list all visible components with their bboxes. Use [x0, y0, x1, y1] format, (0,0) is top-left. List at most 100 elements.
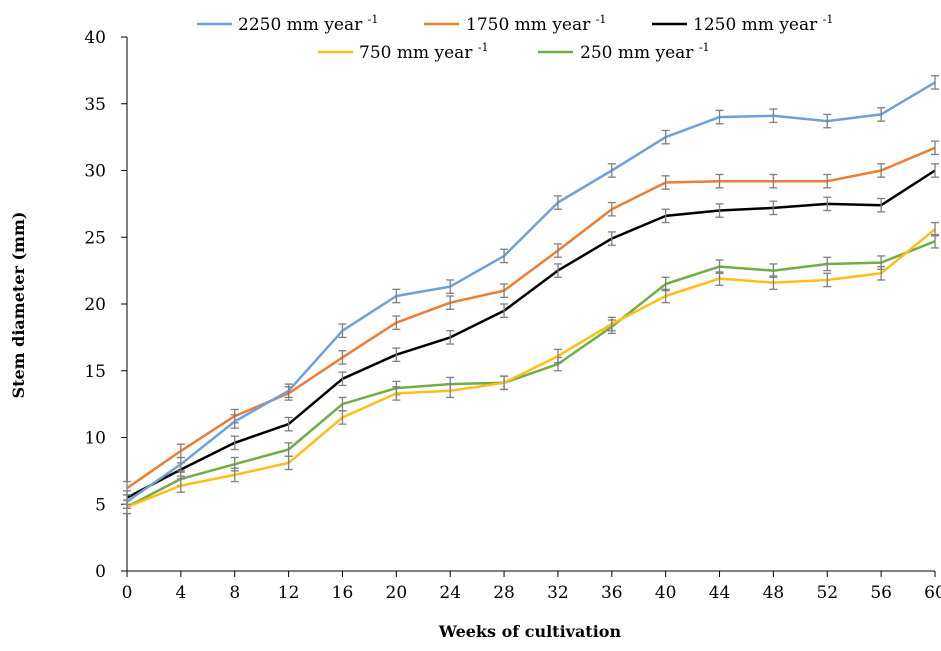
error-bar: [284, 416, 293, 432]
series-1750: [123, 140, 939, 496]
error-bar: [823, 173, 832, 189]
x-tick-label: 56: [870, 583, 892, 603]
x-tick-label: 28: [493, 583, 515, 603]
error-bar: [553, 195, 562, 210]
x-tick-label: 24: [439, 583, 461, 603]
error-bar: [338, 350, 347, 365]
error-bar: [123, 480, 131, 496]
y-tick-label: 35: [84, 95, 106, 115]
x-tick-label: 40: [655, 583, 677, 603]
x-tick-label: 44: [709, 583, 731, 603]
error-bar: [500, 248, 509, 264]
legend-item-2250: 2250 mm year -1: [197, 13, 378, 35]
y-tick-label: 20: [84, 295, 106, 315]
error-bar: [607, 163, 616, 178]
error-bar: [176, 443, 185, 459]
x-tick-label: 48: [763, 583, 785, 603]
error-bar: [823, 256, 832, 272]
error-bar: [715, 203, 724, 218]
x-tick-label: 4: [175, 583, 186, 603]
error-bar: [500, 283, 509, 298]
error-bar: [338, 371, 347, 387]
error-bar: [931, 75, 939, 90]
error-bar: [176, 456, 185, 472]
error-bar: [823, 272, 832, 288]
error-bar: [823, 113, 832, 129]
error-bar: [284, 383, 293, 399]
error-bar: [877, 163, 886, 178]
error-bar: [877, 265, 886, 281]
error-bar: [607, 231, 616, 246]
legend-label-1750: 1750 mm year -1: [466, 13, 606, 35]
error-bar: [338, 323, 347, 339]
error-bar: [230, 435, 239, 451]
x-tick-label: 0: [122, 583, 133, 603]
x-tick-label: 36: [601, 583, 623, 603]
error-bar: [446, 383, 455, 399]
y-tick-label: 10: [84, 429, 106, 449]
x-tick-label: 60: [924, 583, 941, 603]
x-tick-label: 8: [229, 583, 240, 603]
error-bar: [769, 200, 778, 216]
legend-label-2250: 2250 mm year -1: [238, 13, 378, 35]
error-bar: [769, 173, 778, 189]
legend-label-250: 250 mm year -1: [580, 41, 710, 63]
error-bar: [661, 175, 670, 190]
legend-item-1250: 1250 mm year -1: [652, 13, 833, 35]
error-bar: [176, 478, 185, 493]
error-bar: [446, 295, 455, 310]
error-bar: [607, 201, 616, 217]
error-bar: [769, 275, 778, 290]
legend-item-250: 250 mm year -1: [538, 41, 710, 63]
x-tick-label: 12: [278, 583, 300, 603]
error-bar: [123, 494, 131, 509]
error-bar: [931, 163, 939, 178]
error-bar: [661, 288, 670, 304]
y-tick-label: 40: [84, 28, 106, 48]
error-bar: [553, 243, 562, 258]
error-bar: [338, 410, 347, 425]
legend: 2250 mm year -1 1750 mm year -1 1250 mm …: [197, 13, 833, 63]
error-bar: [769, 108, 778, 124]
error-bar: [715, 109, 724, 125]
error-bar: [500, 375, 509, 391]
error-bar: [446, 330, 455, 345]
error-bar: [715, 173, 724, 189]
error-bar: [553, 348, 562, 364]
x-tick-label: 32: [547, 583, 569, 603]
legend-label-1250: 1250 mm year -1: [693, 13, 833, 35]
error-bar: [392, 288, 401, 304]
error-bar: [931, 140, 939, 156]
y-tick-label: 0: [95, 562, 106, 582]
error-bar: [715, 271, 724, 286]
series-line-250: [126, 240, 936, 509]
error-bar: [284, 455, 293, 471]
error-bar: [392, 386, 401, 401]
error-bar: [392, 315, 401, 331]
x-tick-label: 16: [332, 583, 354, 603]
error-bar: [823, 196, 832, 212]
error-bar: [230, 414, 239, 429]
series-layer: [123, 75, 939, 515]
error-bar: [877, 107, 886, 122]
error-bar: [877, 197, 886, 213]
series-1250: [123, 163, 939, 505]
y-tick-label: 5: [95, 495, 106, 515]
error-bar: [500, 303, 509, 319]
x-axis-title: Weeks of cultivation: [438, 622, 622, 641]
error-bar: [607, 316, 616, 332]
legend-item-750: 750 mm year -1: [318, 41, 489, 63]
legend-item-1750: 1750 mm year -1: [424, 13, 606, 35]
error-bar: [230, 467, 239, 483]
error-bar: [392, 347, 401, 363]
legend-label-750: 750 mm year -1: [359, 41, 489, 63]
y-tick-label: 15: [84, 362, 106, 382]
error-bar: [661, 129, 670, 145]
series-line-750: [126, 228, 936, 509]
error-bar: [446, 279, 455, 294]
y-tick-label: 25: [84, 228, 106, 248]
error-bar: [931, 221, 939, 237]
x-tick-label: 52: [816, 583, 838, 603]
